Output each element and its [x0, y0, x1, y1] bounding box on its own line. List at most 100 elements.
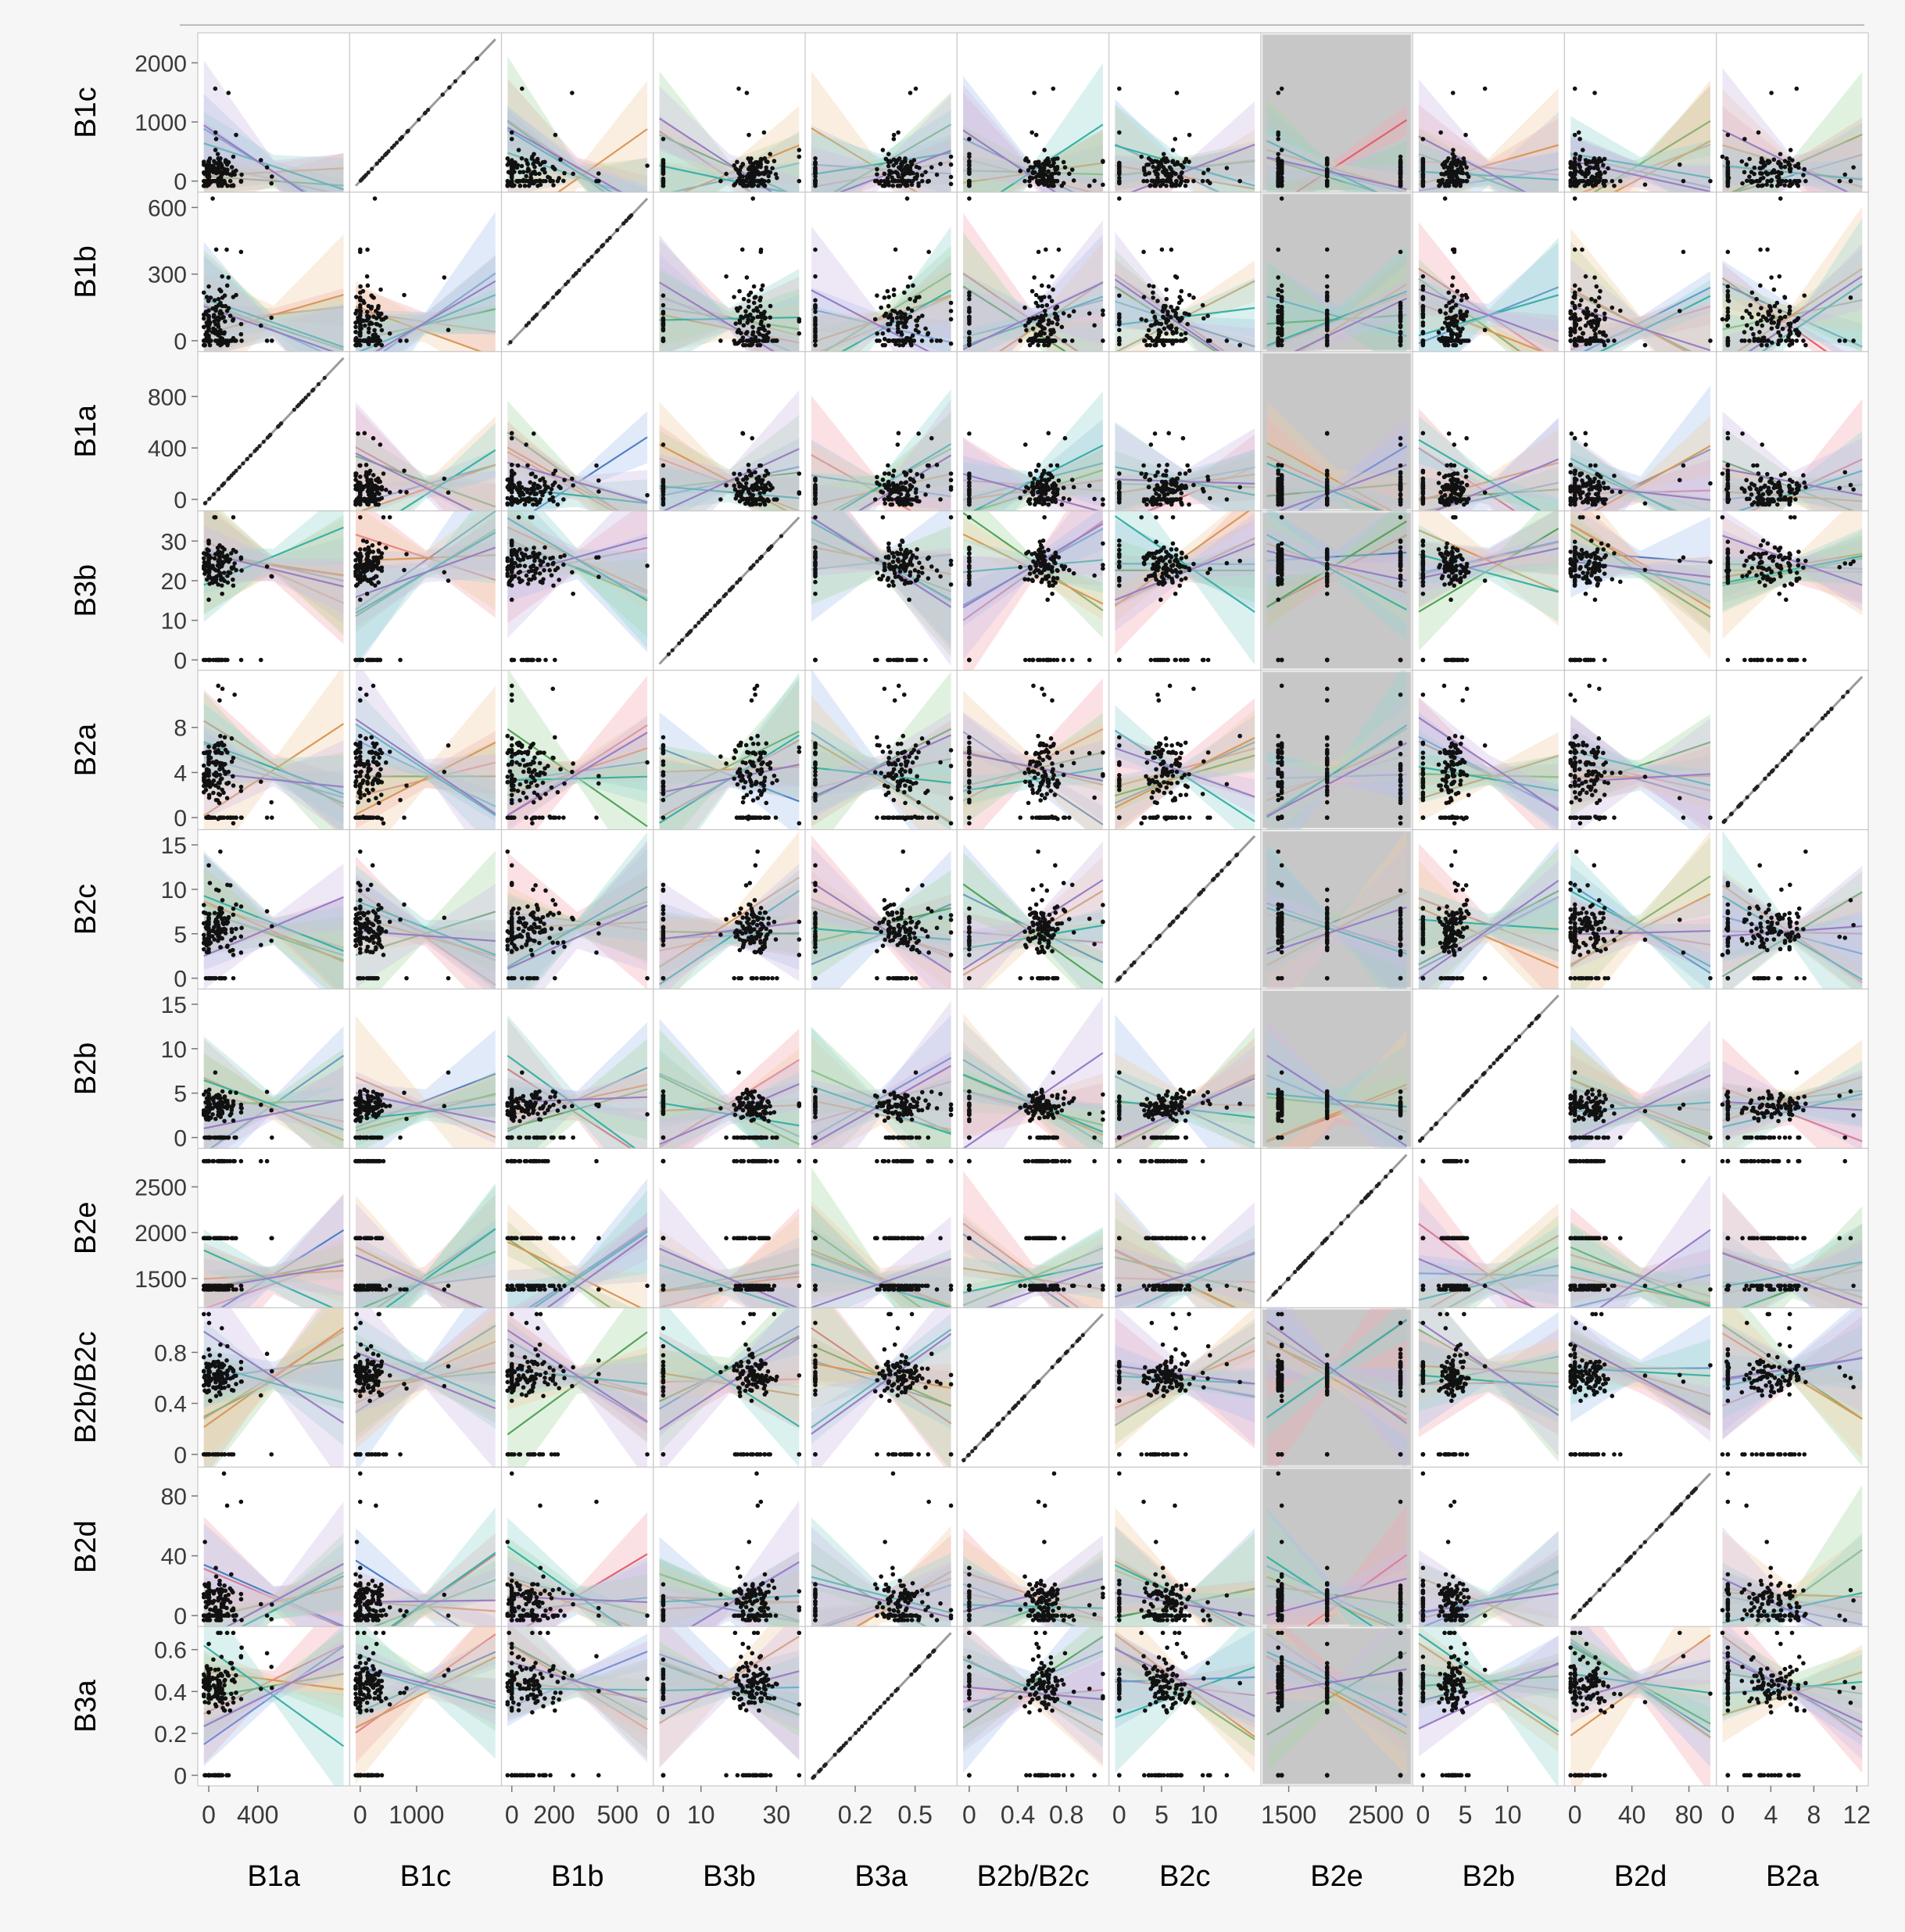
- data-point: [261, 439, 266, 444]
- data-point: [1046, 178, 1051, 184]
- data-point: [967, 308, 972, 313]
- fit-line-group-purple: [1418, 135, 1527, 192]
- data-point: [577, 268, 582, 273]
- data-point: [661, 485, 666, 491]
- data-point: [1042, 166, 1047, 170]
- data-point: [775, 175, 779, 181]
- data-point: [505, 183, 510, 188]
- data-point: [1725, 431, 1731, 436]
- data-point: [901, 342, 906, 348]
- data-point: [517, 493, 523, 498]
- data-point: [1027, 175, 1033, 180]
- data-point: [732, 483, 737, 488]
- data-point: [358, 493, 363, 498]
- data-point: [353, 311, 358, 316]
- data-point: [1071, 309, 1076, 314]
- data-point: [534, 492, 539, 496]
- data-point: [265, 435, 270, 440]
- data-point: [661, 321, 666, 327]
- data-point: [213, 338, 219, 343]
- data-point: [1420, 338, 1426, 343]
- data-point: [1774, 502, 1780, 507]
- data-point: [1758, 166, 1764, 171]
- cell-b1b-vs-b1c: [349, 191, 503, 352]
- data-point: [1794, 86, 1799, 91]
- data-point: [1725, 165, 1731, 170]
- data-point: [1398, 435, 1403, 441]
- data-point: [1036, 249, 1041, 255]
- cell-b1a-vs-b1b: [500, 351, 654, 512]
- data-point: [1450, 152, 1456, 156]
- data-point: [1398, 175, 1403, 181]
- data-point: [1173, 478, 1177, 483]
- data-point: [1159, 479, 1165, 485]
- data-point: [1147, 283, 1151, 288]
- data-point: [926, 484, 931, 488]
- data-point: [1794, 317, 1799, 323]
- data-point: [585, 259, 590, 263]
- data-point: [365, 247, 370, 252]
- fit-line-group-purple: [374, 280, 496, 352]
- data-point: [1420, 479, 1426, 485]
- data-point: [1579, 298, 1584, 303]
- data-point: [1027, 317, 1032, 322]
- data-point: [528, 480, 533, 485]
- data-point: [226, 91, 231, 95]
- data-point: [1158, 502, 1163, 507]
- data-point: [753, 335, 758, 340]
- fit-line-group-green: [659, 134, 790, 192]
- data-point: [1279, 183, 1284, 188]
- data-point: [1398, 338, 1403, 343]
- data-point: [1586, 313, 1592, 317]
- data-point: [1224, 166, 1230, 170]
- data-point: [1764, 316, 1768, 321]
- data-point: [1438, 309, 1443, 314]
- data-point: [1420, 495, 1426, 500]
- cell-content: [962, 63, 1105, 192]
- data-point: [237, 465, 242, 470]
- data-point: [1618, 489, 1623, 495]
- confidence-band-group-teal: [1722, 218, 1863, 352]
- data-point: [1042, 342, 1047, 348]
- data-point: [1026, 320, 1031, 325]
- confidence-band-group-purple: [1266, 132, 1407, 192]
- cell-content: [811, 70, 954, 192]
- data-point: [1087, 311, 1092, 316]
- data-point: [369, 304, 374, 309]
- data-point: [761, 178, 766, 184]
- data-point: [813, 162, 818, 166]
- data-point: [1152, 342, 1157, 348]
- data-point: [529, 487, 535, 492]
- data-point: [733, 321, 739, 326]
- data-point: [1747, 156, 1752, 162]
- data-point: [1776, 159, 1781, 164]
- data-point: [967, 315, 972, 320]
- data-point: [566, 279, 571, 284]
- data-point: [882, 497, 887, 502]
- data-point: [571, 274, 576, 278]
- data-point: [366, 483, 371, 488]
- fit-line-group-orange: [203, 294, 344, 336]
- confidence-band-group-orange: [963, 242, 1103, 352]
- data-point: [1420, 178, 1426, 184]
- data-point: [1051, 483, 1055, 488]
- fit-line-group-orange: [1115, 164, 1255, 190]
- cell-b1b-vs-b1a: [197, 191, 350, 352]
- data-point: [1144, 178, 1150, 184]
- confidence-band-group-green: [1266, 252, 1407, 352]
- data-point: [1024, 156, 1029, 161]
- confidence-band-group-teal: [203, 255, 344, 352]
- data-point: [1169, 478, 1174, 483]
- data-point: [895, 183, 901, 188]
- data-point: [1725, 323, 1731, 328]
- data-point: [1724, 156, 1729, 161]
- confidence-band-group-red: [507, 420, 648, 511]
- data-point: [1208, 496, 1212, 501]
- data-point: [1279, 295, 1284, 300]
- data-point: [901, 324, 906, 329]
- data-point: [1037, 495, 1042, 500]
- fit-line-group-red: [1294, 119, 1408, 192]
- data-point: [1179, 288, 1184, 294]
- data-point: [661, 497, 666, 502]
- data-point: [746, 487, 750, 492]
